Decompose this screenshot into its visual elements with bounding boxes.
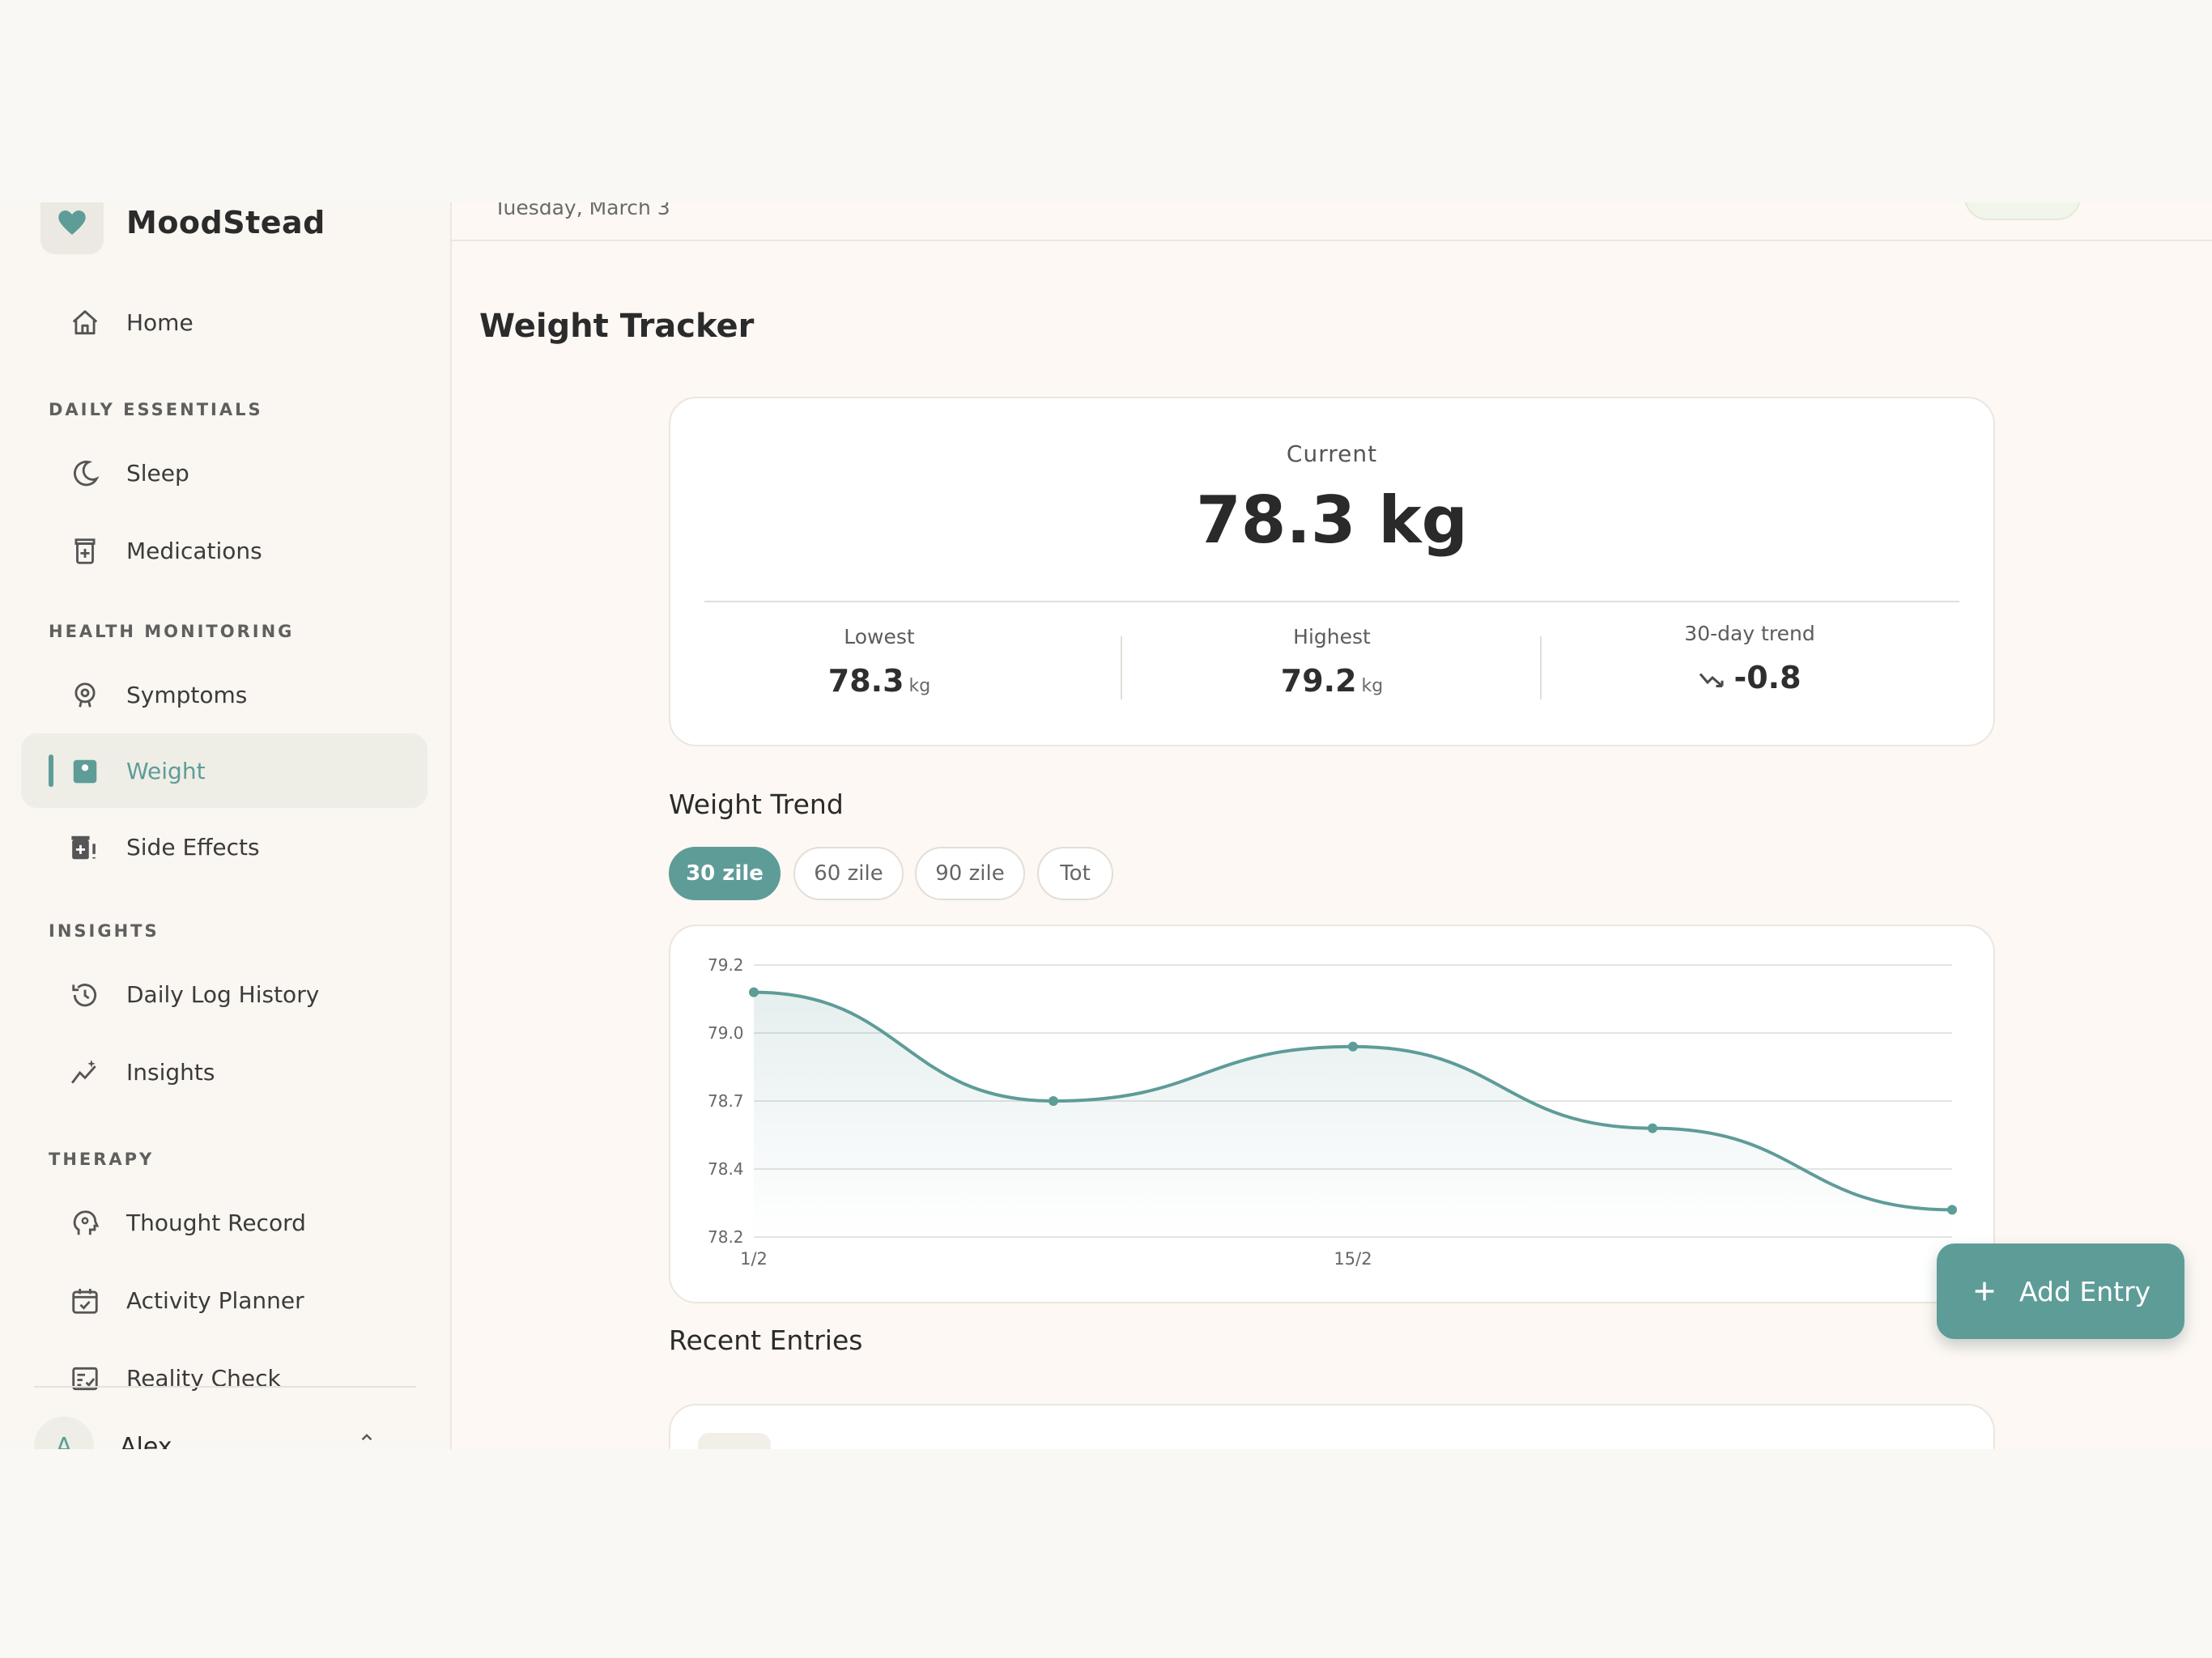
current-weight: 78.3 kg	[1196, 483, 1468, 558]
home-icon	[72, 310, 98, 335]
sidebar-item-side-effects[interactable]: Side Effects	[21, 810, 428, 884]
nav-section-health: HEALTH MONITORING	[49, 622, 295, 641]
stat-label: Lowest	[844, 625, 915, 648]
data-point	[1648, 1123, 1657, 1133]
stat-value: 78.3	[827, 663, 904, 699]
brand[interactable]: MoodStead	[40, 202, 325, 254]
header-date: Tuesday, March 3	[494, 202, 670, 219]
pill-bottle-icon	[74, 538, 96, 564]
moon-icon	[74, 460, 100, 487]
area-fill	[754, 992, 1952, 1237]
page-title: Weight Tracker	[479, 308, 755, 345]
y-tick-label: 78.2	[708, 1227, 744, 1247]
range-60-days[interactable]: 60 zile	[793, 847, 904, 900]
sidebar-item-sleep[interactable]: Sleep	[21, 436, 428, 510]
stat-unit: kg	[1361, 676, 1384, 696]
app-window: MoodStead Home DAILY ESSENTIALS Sleep Me…	[0, 202, 2212, 1449]
stat-label: 30-day trend	[1684, 622, 1815, 645]
stat-separator	[1121, 636, 1122, 699]
symptoms-icon	[74, 682, 96, 708]
chevron-up-icon[interactable]	[356, 1426, 377, 1448]
stat-label: Highest	[1293, 625, 1371, 648]
stat-unit: kg	[908, 676, 931, 696]
nav-section-therapy: THERAPY	[49, 1150, 155, 1169]
sidebar-item-label: Thought Record	[126, 1209, 306, 1236]
history-icon	[72, 984, 97, 1007]
add-entry-button[interactable]: Add Entry	[1937, 1244, 2184, 1339]
sidebar-item-medications[interactable]: Medications	[21, 513, 428, 588]
sidebar-item-reality-check[interactable]: Reality Check	[21, 1341, 428, 1415]
data-point	[1348, 1041, 1358, 1052]
stat-value: -0.8	[1733, 660, 1802, 695]
sparkle-chart-icon	[71, 1060, 96, 1084]
range-90-days[interactable]: 90 zile	[915, 847, 1025, 900]
sidebar-item-label: Sleep	[126, 459, 189, 487]
weight-trend-title: Weight Trend	[669, 789, 844, 820]
sidebar-divider	[34, 1386, 416, 1388]
recent-entries-card	[669, 1404, 1995, 1449]
summary-divider	[704, 601, 1959, 602]
data-point	[749, 987, 759, 997]
header-divider	[450, 240, 2212, 241]
stat-separator	[1540, 636, 1542, 699]
brand-name: MoodStead	[126, 205, 325, 240]
range-all[interactable]: Tot	[1037, 847, 1113, 900]
range-30-days[interactable]: 30 zile	[669, 847, 781, 900]
sidebar-item-label: Medications	[126, 537, 262, 564]
header-badge[interactable]	[1964, 202, 2081, 220]
data-point	[1049, 1096, 1058, 1106]
active-indicator	[49, 755, 53, 787]
weight-summary-card: Current 78.3 kg Lowest 78.3 kg Highest 79…	[669, 397, 1995, 746]
add-entry-label: Add Entry	[2019, 1275, 2151, 1307]
sidebar-item-label: Daily Log History	[126, 980, 320, 1008]
sidebar-item-label: Weight	[126, 757, 206, 784]
user-menu[interactable]: A Alex	[34, 1417, 172, 1449]
current-label: Current	[1286, 440, 1378, 467]
stat-lowest: Lowest 78.3 kg	[670, 625, 1088, 699]
side-effects-icon	[71, 835, 96, 860]
head-brain-icon	[73, 1210, 100, 1235]
sidebar: MoodStead Home DAILY ESSENTIALS Sleep Me…	[0, 202, 452, 1449]
sidebar-item-label: Symptoms	[126, 681, 248, 708]
scale-icon	[73, 759, 97, 784]
user-name: Alex	[120, 1432, 172, 1450]
stat-highest: Highest 79.2 kg	[1123, 625, 1541, 699]
nav-section-daily: DAILY ESSENTIALS	[49, 400, 263, 419]
checklist-icon	[72, 1367, 98, 1391]
nav-section-insights: INSIGHTS	[49, 921, 160, 941]
x-tick-label: 1/2	[740, 1249, 768, 1269]
heart-icon	[40, 202, 104, 254]
sidebar-item-weight[interactable]: Weight	[21, 733, 428, 808]
y-tick-label: 79.2	[708, 955, 744, 975]
stat-value: 79.2	[1280, 663, 1357, 699]
x-tick-label: 15/2	[1334, 1249, 1372, 1269]
weight-trend-chart: 79.2 79.0 78.7 78.4 78.21/2 15/2	[708, 955, 1957, 1269]
sidebar-item-label: Side Effects	[126, 833, 260, 861]
calendar-check-icon	[72, 1288, 98, 1314]
sidebar-item-label: Activity Planner	[126, 1286, 304, 1314]
sidebar-item-activity-planner[interactable]: Activity Planner	[21, 1263, 428, 1337]
avatar: A	[34, 1417, 94, 1449]
entry-thumbnail	[698, 1433, 771, 1449]
sidebar-item-label: Home	[126, 308, 194, 336]
sidebar-item-thought-record[interactable]: Thought Record	[21, 1185, 428, 1260]
y-tick-label: 78.4	[708, 1159, 744, 1179]
sidebar-item-insights[interactable]: Insights	[21, 1035, 428, 1109]
y-tick-label: 79.0	[708, 1023, 744, 1043]
plus-icon	[1975, 1282, 1994, 1301]
sidebar-item-label: Insights	[126, 1058, 215, 1086]
sidebar-item-symptoms[interactable]: Symptoms	[21, 657, 428, 732]
y-tick-label: 78.7	[708, 1091, 744, 1111]
trend-down-icon	[1699, 673, 1724, 687]
sidebar-item-home[interactable]: Home	[21, 285, 428, 359]
sidebar-item-daily-log-history[interactable]: Daily Log History	[21, 957, 428, 1031]
recent-entries-title: Recent Entries	[669, 1324, 863, 1356]
data-point	[1947, 1205, 1957, 1215]
stat-trend: 30-day trend -0.8	[1541, 622, 1959, 695]
